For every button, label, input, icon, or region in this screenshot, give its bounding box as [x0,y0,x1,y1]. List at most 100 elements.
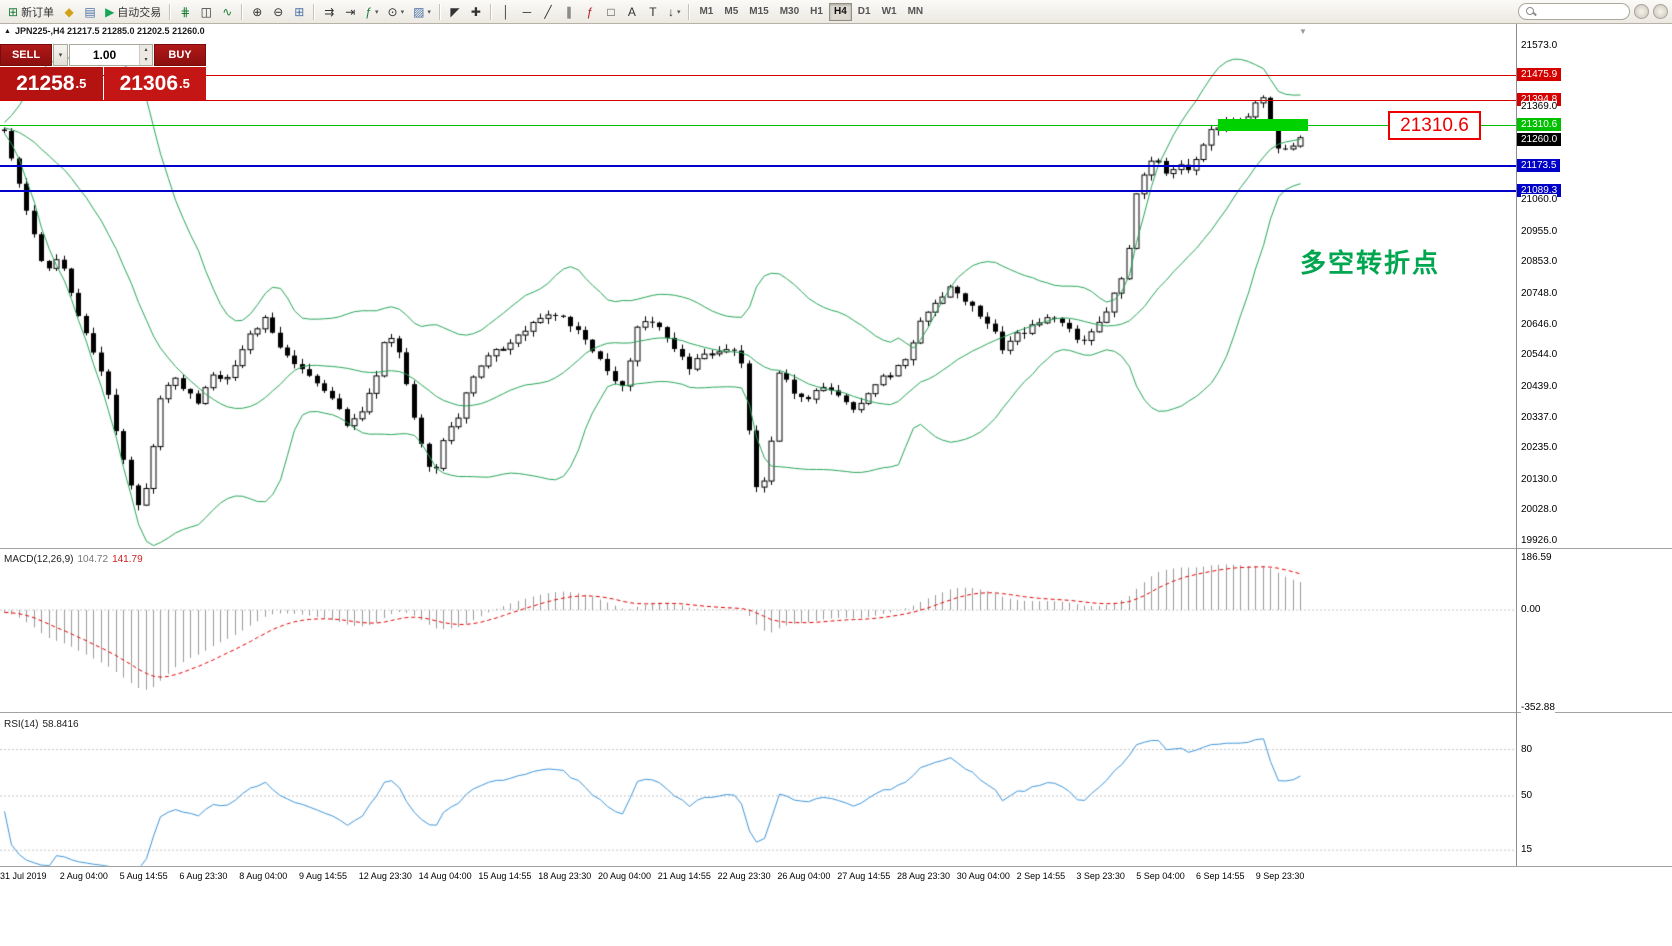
price-scale-label: 20130.0 [1521,473,1558,485]
auto-scroll-button[interactable]: ⇉ [319,2,339,22]
price-marker-21310.6: 21310.6 [1517,117,1562,131]
volume-box: ▴ ▾ [69,44,153,66]
horizontal-line-21310.6[interactable] [0,124,1516,126]
order-type-dropdown[interactable]: ▾ [53,44,68,66]
autotrading-icon: ▶ [105,4,115,19]
sell-button[interactable]: SELL [0,44,52,66]
toolbar: ⊞ 新订单 ◆ ▤ ▶ 自动交易 ⋕ ◫ ∿ ⊕ ⊖ ⊞ ⇉ ⇥ ƒ ▾ ⊙ ▾ ▨ ▾ ◤ ✚ │ ─ ╱ ∥ ƒ □ A T ↓ ▾ M1 M… [0,0,1672,24]
text-icon: A [627,4,636,19]
dropdown-arrow-icon: ▾ [676,8,681,16]
rsi-scale-label: 15 [1521,844,1533,856]
sell-price[interactable]: 21258.5 [0,67,103,100]
timeframe-m15-button[interactable]: M15 [744,3,773,21]
timeframe-mn-button[interactable]: MN [903,3,929,21]
time-axis-label: 5 Aug 14:55 [119,871,168,881]
chart-shift-button[interactable]: ⇥ [340,2,360,22]
timeframe-h1-button[interactable]: H1 [805,3,828,21]
auto-scroll-icon: ⇉ [324,4,335,19]
timeframe-m5-button[interactable]: M5 [719,3,743,21]
price-scale-label: 20439.0 [1521,380,1558,392]
panel-separator[interactable] [0,548,1672,549]
horizontal-line-21475.9[interactable] [0,75,1516,77]
horizontal-line-21089.3[interactable] [0,190,1516,193]
horizontal-line-21173.5[interactable] [0,165,1516,168]
collapse-trade-panel-icon[interactable]: ▲ [4,27,11,35]
symbol-info-bar: ▲ JPN225-,H4 21217.5 21285.0 21202.5 212… [4,26,205,36]
timeframe-m30-button[interactable]: M30 [775,3,804,21]
chart-shift-marker-icon[interactable]: ▼ [1299,27,1307,36]
buy-button[interactable]: BUY [154,44,206,66]
volume-up-button[interactable]: ▴ [140,45,152,55]
volume-input[interactable] [70,45,139,65]
time-axis-label: 6 Sep 14:55 [1196,871,1245,881]
crosshair-icon: ✚ [470,4,481,19]
crosshair-button[interactable]: ✚ [466,2,486,22]
arrows-button[interactable]: ↓ ▾ [664,2,685,22]
time-axis[interactable]: 31 Jul 2019 2 Aug 04:00 5 Aug 14:55 6 Aug 2… [0,867,1516,887]
horizontal-line-button[interactable]: ─ [517,2,537,22]
highlighted-resistance-zone[interactable] [1218,119,1308,131]
cursor-button[interactable]: ◤ [445,2,465,22]
chart-annotation-text[interactable]: 多空转折点 [1300,248,1441,278]
new-order-button[interactable]: ⊞ 新订单 [4,2,58,22]
community-icon[interactable] [1634,4,1649,19]
timeframe-m1-button[interactable]: M1 [694,3,718,21]
timeframe-w1-button[interactable]: W1 [877,3,902,21]
vertical-line-button[interactable]: │ [496,2,516,22]
macd-indicator-label: MACD(12,26,9) 104.72 141.79 [4,554,143,565]
data-window-icon: ▤ [84,4,96,19]
volume-down-button[interactable]: ▾ [140,55,152,65]
autotrading-button[interactable]: ▶ 自动交易 [101,2,165,22]
one-click-trading-panel: SELL ▾ ▴ ▾ BUY 21258.5 21306.5 [0,44,206,100]
text-button[interactable]: A [622,2,642,22]
trendline-button[interactable]: ╱ [538,2,558,22]
channel-button[interactable]: ∥ [559,2,579,22]
data-window-button[interactable]: ▤ [80,2,100,22]
price-scale-label: 20235.0 [1521,442,1558,454]
buy-price[interactable]: 21306.5 [103,67,206,100]
zoom-out-button[interactable]: ⊖ [268,2,288,22]
profiles-button[interactable]: ◆ [59,2,79,22]
macd-title: MACD(12,26,9) [4,554,74,565]
horizontal-line-21394.8[interactable] [0,99,1516,101]
time-axis-label: 9 Sep 23:30 [1255,871,1305,881]
panel-separator[interactable] [0,866,1672,867]
timeframe-h4-button[interactable]: H4 [828,2,852,21]
panel-separator[interactable] [0,712,1672,713]
buy-price-main: 21306 [119,71,179,95]
macd-scale-label: -352.88 [1521,702,1555,714]
price-scale[interactable]: 21573.0 21475.9 21394.8 21369.0 21310.6 21260… [1517,0,1672,946]
toolbar-separator [169,3,172,20]
price-scale-label: 21369.0 [1521,101,1558,113]
time-axis-label: 22 Aug 23:30 [717,871,771,881]
price-callout-box[interactable]: 21310.6 [1388,111,1481,140]
time-axis-label: 15 Aug 14:55 [478,871,532,881]
time-axis-label: 12 Aug 23:30 [358,871,412,881]
price-callout-text: 21310.6 [1400,114,1469,136]
macd-value-main: 104.72 [77,554,109,565]
timeframe-d1-button[interactable]: D1 [853,3,876,21]
templates-button[interactable]: ▨ ▾ [409,2,435,22]
bar-chart-button[interactable]: ⋕ [175,2,195,22]
tile-windows-button[interactable]: ⊞ [289,2,309,22]
zoom-in-button[interactable]: ⊕ [247,2,267,22]
price-scale-label: 20544.0 [1521,349,1558,361]
indicators-button[interactable]: ƒ ▾ [361,2,382,22]
notifications-icon[interactable] [1653,4,1668,19]
text-label-button[interactable]: T [643,2,663,22]
time-axis-label: 27 Aug 14:55 [837,871,891,881]
chart-canvas[interactable] [0,36,1516,868]
time-axis-label: 28 Aug 23:30 [897,871,951,881]
new-order-button-label: 新订单 [21,6,55,19]
fibonacci-button[interactable]: ƒ [580,2,600,22]
price-scale-label: 20955.0 [1521,225,1558,237]
line-chart-button[interactable]: ∿ [217,2,237,22]
periods-button[interactable]: ⊙ ▾ [384,2,409,22]
candlestick-chart-button[interactable]: ◫ [196,2,216,22]
dropdown-arrow-icon: ▾ [427,8,431,16]
toolbar-separator [313,3,316,20]
search-box[interactable] [1518,3,1630,20]
shapes-button[interactable]: □ [601,2,621,22]
dropdown-arrow-icon: ▾ [374,8,379,16]
search-input[interactable] [1540,6,1622,17]
